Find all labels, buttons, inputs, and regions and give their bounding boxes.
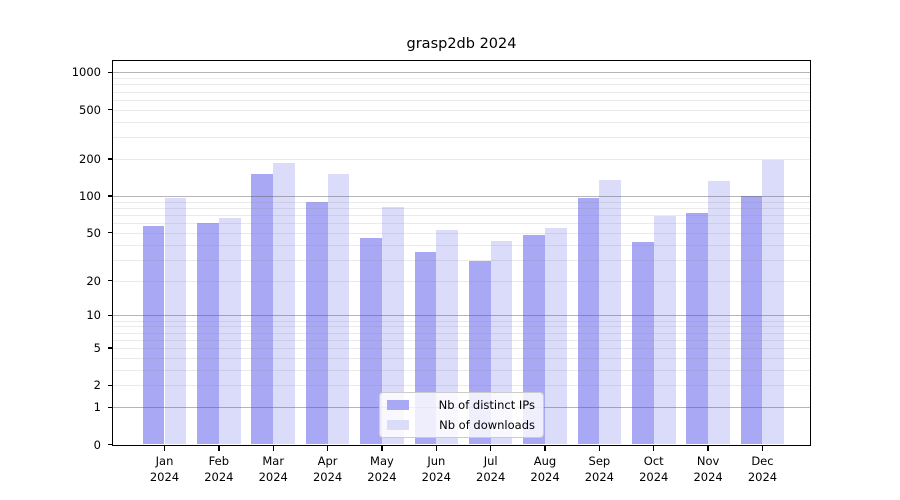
x-tick-feb — [218, 445, 220, 451]
bar-downloads-may — [381, 206, 404, 445]
bar-distinct-ips-may — [360, 238, 382, 445]
y-tick-label-20: 20 — [86, 273, 101, 288]
x-tick-jun — [435, 445, 437, 451]
y-tick-2 — [108, 384, 113, 386]
gridline-minor-90 — [113, 201, 810, 203]
x-tick-aug — [544, 445, 546, 451]
gridline-minor-80 — [113, 207, 810, 209]
bar-downloads-dec — [762, 159, 785, 445]
gridline-minor-500 — [113, 109, 810, 111]
y-tick-label-1000: 1000 — [71, 65, 101, 80]
legend-entry-downloads: Nb of downloads — [387, 417, 535, 433]
y-tick-1 — [108, 406, 113, 408]
x-tick-label-may: May 2024 — [367, 453, 397, 485]
x-tick-mar — [272, 445, 274, 451]
y-tick-0 — [108, 443, 113, 446]
y-tick-label-5: 5 — [93, 341, 101, 356]
bar-distinct-ips-oct — [631, 241, 654, 445]
x-tick-label-jan: Jan 2024 — [149, 453, 180, 485]
y-tick-1000 — [108, 71, 113, 74]
gridline-minor-300 — [113, 137, 810, 139]
y-tick-label-0: 0 — [93, 437, 101, 452]
legend: Nb of distinct IPs Nb of downloads — [379, 392, 544, 438]
x-tick-sep — [598, 445, 601, 451]
bar-downloads-mar — [273, 162, 296, 445]
bar-distinct-ips-nov — [686, 212, 709, 445]
y-tick-50 — [108, 232, 113, 234]
gridline-minor-800 — [113, 84, 810, 86]
legend-label-distinct-ips: Nb of distinct IPs — [438, 398, 535, 412]
bar-downloads-oct — [653, 215, 676, 445]
gridline-minor-400 — [113, 121, 810, 123]
x-tick-oct — [653, 445, 655, 451]
x-tick-label-sep: Sep 2024 — [584, 453, 615, 485]
bar-downloads-jan — [164, 197, 187, 445]
bar-distinct-ips-dec — [740, 195, 763, 445]
bar-downloads-nov — [708, 180, 730, 445]
x-tick-label-mar: Mar 2024 — [258, 453, 288, 485]
x-tick-jan — [163, 445, 166, 451]
x-tick-label-jun: Jun 2024 — [421, 453, 451, 485]
y-tick-label-50: 50 — [86, 225, 101, 240]
x-tick-label-nov: Nov 2024 — [693, 453, 723, 485]
x-tick-nov — [707, 445, 709, 451]
y-tick-10 — [108, 314, 113, 317]
bar-downloads-sep — [599, 179, 622, 445]
x-tick-label-jul: Jul 2024 — [476, 453, 506, 485]
y-tick-label-200: 200 — [79, 151, 101, 166]
y-tick-20 — [108, 279, 113, 282]
x-tick-label-aug: Aug 2024 — [530, 453, 560, 485]
y-tick-label-2: 2 — [93, 378, 101, 393]
bar-downloads-apr — [327, 173, 350, 445]
gridline-minor-900 — [113, 78, 810, 80]
chart-title: grasp2db 2024 — [406, 36, 517, 52]
bar-downloads-aug — [545, 227, 567, 445]
legend-label-downloads: Nb of downloads — [439, 418, 535, 432]
x-tick-apr — [326, 445, 329, 451]
y-tick-label-100: 100 — [79, 188, 101, 203]
bar-distinct-ips-sep — [577, 198, 600, 445]
x-tick-label-oct: Oct 2024 — [639, 453, 669, 485]
gridline-major-100 — [113, 195, 810, 197]
gridline-minor-700 — [113, 91, 810, 93]
x-tick-jul — [490, 445, 492, 451]
x-tick-may — [381, 445, 383, 451]
y-tick-label-1: 1 — [93, 400, 101, 415]
y-tick-100 — [108, 195, 113, 197]
gridline-minor-200 — [113, 158, 810, 160]
plot-area — [112, 60, 811, 446]
bar-distinct-ips-mar — [251, 173, 274, 445]
y-tick-5 — [108, 347, 113, 349]
bar-downloads-jun — [436, 229, 459, 445]
x-tick-dec — [761, 445, 764, 451]
x-tick-label-dec: Dec 2024 — [747, 453, 778, 485]
bar-downloads-feb — [218, 218, 241, 445]
x-tick-label-apr: Apr 2024 — [312, 453, 343, 485]
legend-swatch-downloads — [387, 420, 409, 430]
y-tick-label-500: 500 — [79, 102, 101, 117]
bar-distinct-ips-jan — [142, 225, 165, 445]
y-tick-500 — [108, 109, 113, 111]
bar-distinct-ips-feb — [197, 223, 219, 445]
legend-swatch-distinct-ips — [387, 400, 409, 410]
x-tick-label-feb: Feb 2024 — [204, 453, 234, 485]
y-tick-label-10: 10 — [86, 308, 101, 323]
gridline-minor-600 — [113, 99, 810, 101]
gridline-major-1000 — [113, 72, 810, 74]
y-tick-200 — [108, 158, 113, 160]
legend-entry-distinct-ips: Nb of distinct IPs — [387, 397, 535, 413]
bar-distinct-ips-apr — [305, 201, 328, 445]
